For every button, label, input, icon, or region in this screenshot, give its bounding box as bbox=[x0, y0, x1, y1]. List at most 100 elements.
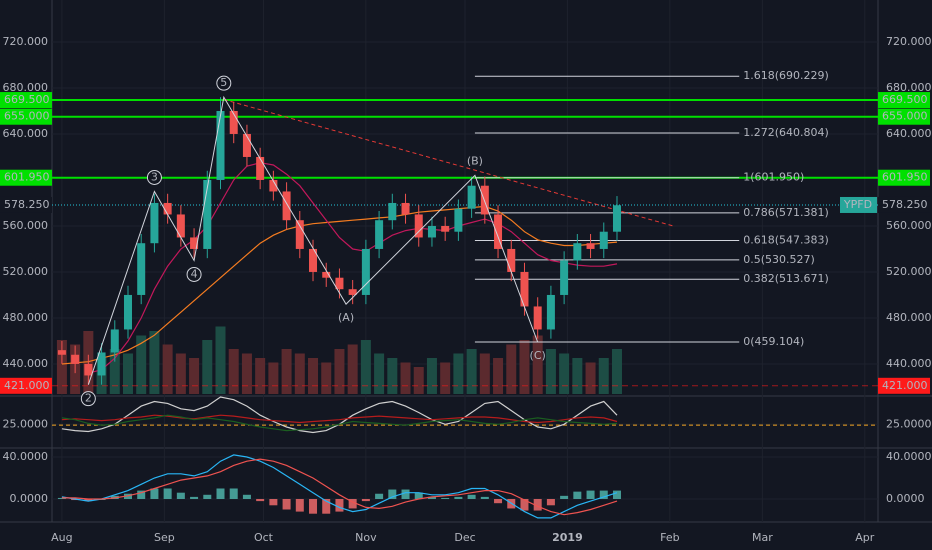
candle-body bbox=[242, 133, 251, 157]
price-label: 601.950 bbox=[4, 171, 50, 184]
x-tick-label: Dec bbox=[454, 531, 475, 544]
y-tick-label: 640.000 bbox=[3, 127, 49, 140]
macd-histogram bbox=[269, 498, 278, 506]
candle-body bbox=[110, 329, 119, 353]
candle-body bbox=[137, 243, 146, 295]
volume-bar bbox=[241, 353, 252, 394]
price-label: 578.250 bbox=[882, 198, 928, 211]
moving-average bbox=[61, 205, 618, 365]
volume-bar bbox=[400, 362, 411, 394]
y-tick-label: 640.000 bbox=[886, 127, 932, 140]
price-label: 669.500 bbox=[882, 93, 928, 106]
volume-bar bbox=[466, 349, 477, 394]
candle-body bbox=[546, 294, 555, 330]
macd-histogram bbox=[322, 498, 331, 514]
volume-bar bbox=[334, 349, 345, 394]
symbol-tag-bg bbox=[840, 196, 877, 213]
macd-histogram bbox=[176, 492, 185, 499]
y-tick-label: 40.0000 bbox=[886, 450, 932, 463]
x-tick-label: Sep bbox=[154, 531, 175, 544]
y-tick-label: 480.000 bbox=[886, 311, 932, 324]
y-tick-label: 560.000 bbox=[3, 219, 49, 232]
candle-body bbox=[599, 231, 608, 249]
x-tick-label: Mar bbox=[752, 531, 773, 544]
price-label-bg bbox=[0, 108, 52, 125]
macd-histogram bbox=[494, 498, 503, 504]
candle-body bbox=[282, 191, 291, 221]
candle-body bbox=[57, 350, 66, 355]
wave-label: (A) bbox=[338, 311, 354, 324]
x-tick-label: Oct bbox=[254, 531, 274, 544]
x-tick-label: Nov bbox=[355, 531, 377, 544]
price-label-bg bbox=[0, 92, 52, 109]
wave-label: (B) bbox=[467, 154, 483, 167]
macd-histogram bbox=[348, 498, 357, 509]
volume-bar bbox=[109, 349, 120, 394]
trendline bbox=[223, 98, 674, 227]
candle-body bbox=[123, 294, 132, 330]
candle-body bbox=[229, 110, 238, 134]
y-tick-label: 25.0000 bbox=[3, 417, 49, 430]
wave-circle bbox=[216, 75, 232, 91]
volume-bar bbox=[374, 353, 385, 394]
candle-body bbox=[84, 363, 93, 376]
volume-bar bbox=[479, 353, 490, 394]
macd-histogram bbox=[295, 498, 304, 512]
y-tick-label: 720.000 bbox=[886, 35, 932, 48]
macd-histogram bbox=[520, 498, 529, 511]
candle-body bbox=[586, 243, 595, 249]
wave-path bbox=[87, 95, 539, 385]
macd-histogram bbox=[401, 489, 410, 499]
y-tick-label: 520.000 bbox=[886, 265, 932, 278]
macd-histogram bbox=[229, 488, 238, 499]
volume-bar bbox=[426, 358, 437, 394]
macd-histogram bbox=[612, 490, 621, 499]
macd-histogram bbox=[203, 494, 212, 499]
volume-bar bbox=[598, 358, 609, 394]
volume-bar bbox=[202, 340, 213, 394]
volume-bar bbox=[506, 344, 517, 394]
fib-label: 1.618(690.229) bbox=[743, 69, 829, 82]
volume-bar bbox=[545, 349, 556, 394]
candle-body bbox=[560, 260, 569, 295]
volume-bar bbox=[413, 367, 424, 394]
candle-body bbox=[375, 220, 384, 249]
candle-body bbox=[150, 202, 159, 244]
fib-label: 0.786(571.381) bbox=[743, 206, 829, 219]
candle-body bbox=[414, 214, 423, 238]
volume-bar bbox=[347, 344, 358, 394]
fib-label: 0.618(547.383) bbox=[743, 233, 829, 246]
candle-body bbox=[441, 225, 450, 232]
volume-bar bbox=[189, 358, 200, 394]
wave-circle bbox=[186, 266, 202, 282]
volume-bar bbox=[255, 358, 266, 394]
macd-histogram bbox=[282, 498, 291, 510]
macd-histogram bbox=[414, 492, 423, 499]
volume-bar bbox=[162, 344, 173, 394]
x-tick-label: Feb bbox=[660, 531, 679, 544]
price-label-bg bbox=[878, 169, 930, 186]
volume-bar bbox=[440, 362, 451, 394]
candle-body bbox=[71, 354, 80, 364]
volume-bar bbox=[228, 349, 239, 394]
volume-bar bbox=[308, 358, 319, 394]
fib-label: 0(459.104) bbox=[743, 335, 804, 348]
macd-histogram bbox=[256, 498, 265, 502]
candle-body bbox=[163, 202, 172, 215]
x-tick-label: Apr bbox=[855, 531, 875, 544]
volume-bar bbox=[559, 353, 570, 394]
macd-histogram bbox=[480, 496, 489, 499]
macd-histogram bbox=[163, 488, 172, 499]
candle-body bbox=[507, 248, 516, 272]
macd-histogram bbox=[427, 496, 436, 499]
price-label: 655.000 bbox=[4, 110, 50, 123]
wave-label: 5 bbox=[220, 76, 227, 89]
volume-bar bbox=[281, 349, 292, 394]
volume-bar bbox=[532, 335, 543, 394]
volume-bar bbox=[321, 362, 332, 394]
candle-body bbox=[467, 185, 476, 209]
y-tick-label: 560.000 bbox=[886, 219, 932, 232]
candle-body bbox=[295, 220, 304, 249]
price-label: 421.000 bbox=[4, 379, 50, 392]
candle-body bbox=[454, 208, 463, 232]
